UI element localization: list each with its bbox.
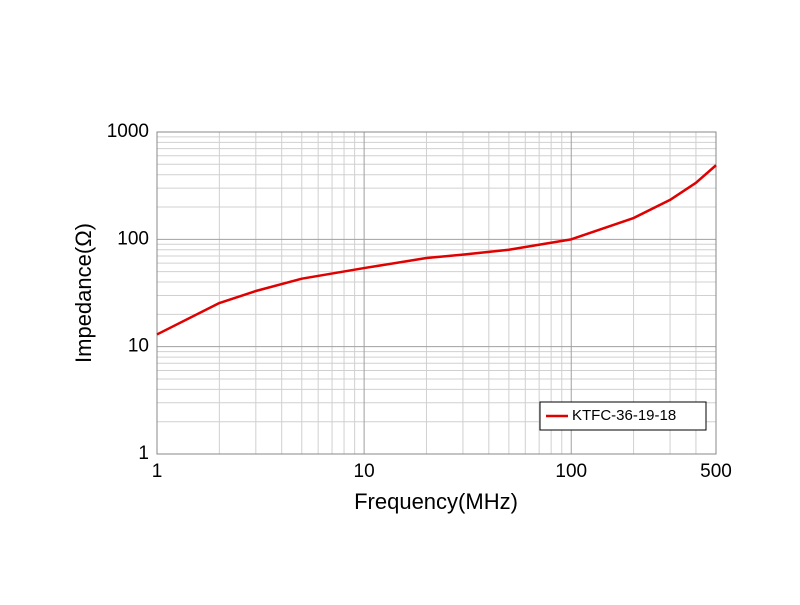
x-tick-label: 500 — [700, 461, 732, 482]
x-tick-label: 10 — [354, 461, 375, 482]
x-tick-label: 1 — [152, 461, 163, 482]
y-tick-label: 1000 — [107, 121, 149, 142]
legend-label: KTFC-36-19-18 — [572, 407, 676, 424]
y-tick-label: 100 — [117, 228, 149, 249]
plot-frame — [156, 131, 717, 455]
x-axis-label: Frequency(MHz) — [354, 489, 518, 514]
y-tick-label: 10 — [128, 336, 149, 357]
x-tick-label: 100 — [555, 461, 587, 482]
y-axis-label: Impedance(Ω) — [71, 223, 96, 363]
data-line — [156, 164, 717, 336]
y-tick-label: 1 — [138, 443, 149, 464]
